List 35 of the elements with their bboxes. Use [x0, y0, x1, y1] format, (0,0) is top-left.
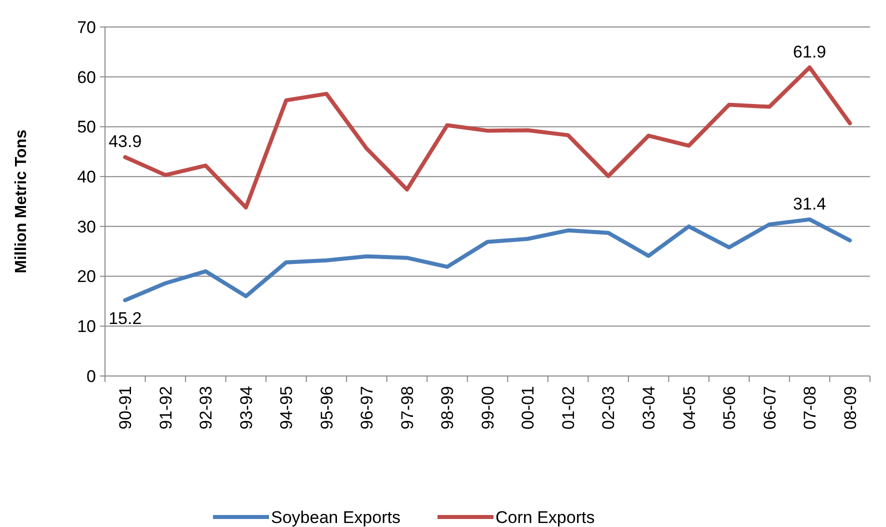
y-tick-label: 0	[86, 366, 96, 386]
y-axis-title: Million Metric Tons	[13, 130, 30, 274]
y-tick-label: 20	[77, 267, 96, 286]
x-tick-label: 94-95	[277, 386, 296, 430]
y-tick-label: 70	[77, 18, 96, 37]
x-tick-label: 00-01	[518, 386, 538, 430]
x-tick-label: 04-05	[680, 386, 699, 430]
x-tick-label: 07-08	[800, 386, 820, 430]
data-label: 31.4	[793, 194, 826, 214]
x-tick-label: 05-06	[720, 386, 740, 430]
x-tick-label: 02-03	[599, 386, 618, 430]
y-tick-label: 50	[77, 118, 96, 137]
x-tick-label: 03-04	[640, 386, 659, 430]
x-tick-label: 08-09	[840, 386, 860, 430]
y-tick-label: 10	[77, 317, 96, 336]
x-tick-label: 93-94	[236, 386, 256, 430]
line-series	[123, 217, 852, 302]
x-tick-label: 97-98	[398, 386, 417, 430]
legend-label: Corn Exports	[496, 508, 595, 527]
x-tick-label: 92-93	[196, 386, 216, 430]
y-tick-label: 30	[77, 217, 96, 236]
x-tick-label: 98-99	[438, 386, 458, 430]
x-tick-label: 01-02	[558, 386, 578, 430]
data-label: 43.9	[108, 132, 142, 152]
x-tick-label: 91-92	[156, 386, 176, 430]
x-tick-label: 95-96	[317, 386, 336, 430]
data-label: 15.2	[108, 309, 142, 328]
x-tick-label: 96-97	[358, 386, 377, 430]
legend-label: Soybean Exports	[271, 508, 400, 527]
x-tick-label: 06-07	[760, 386, 780, 430]
x-tick-label: 99-00	[478, 386, 498, 430]
x-tick-label: 90-91	[116, 386, 136, 430]
data-label: 61.9	[793, 42, 826, 62]
y-tick-label: 60	[77, 68, 96, 87]
y-tick-label: 40	[77, 168, 96, 187]
